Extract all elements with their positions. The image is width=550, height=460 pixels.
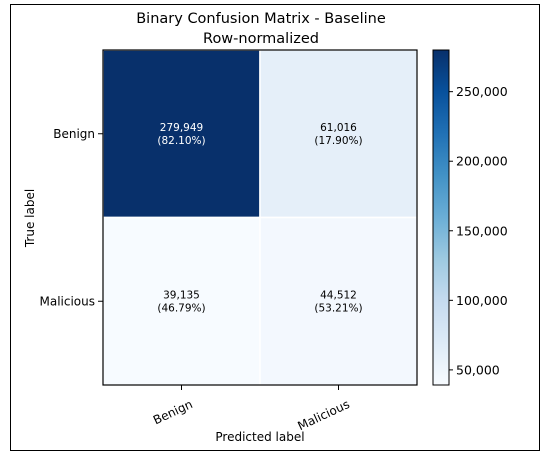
heatmap-cell — [102, 49, 261, 219]
chart-subtitle: Row-normalized — [203, 31, 319, 47]
cell-percent-label: (82.10%) — [157, 135, 205, 147]
colorbar-tick-label: 250,000 — [456, 84, 508, 99]
cell-count-label: 39,135 — [163, 289, 200, 301]
cell-percent-label: (53.21%) — [314, 302, 362, 314]
x-tick-label: Malicious — [296, 397, 352, 433]
colorbar-tick-label: 50,000 — [456, 362, 500, 377]
heatmap-cell — [259, 216, 418, 386]
matrix-cells: 279,949(82.10%) 61,016(17.90%) 39,135(46.7… — [102, 49, 418, 386]
cell-count-label: 279,949 — [160, 122, 203, 134]
cell-count-label: 44,512 — [320, 289, 357, 301]
y-tick-label: Benign — [53, 127, 95, 141]
x-axis-label: Predicted label — [215, 430, 304, 444]
y-axis-ticks: Benign Malicious — [39, 127, 103, 308]
heatmap-cell — [102, 216, 261, 386]
cell-percent-label: (17.90%) — [314, 135, 362, 147]
matrix-border — [102, 49, 418, 386]
cell-percent-label: (46.79%) — [157, 302, 205, 314]
cell-count-label: 61,016 — [320, 122, 357, 134]
colorbar — [433, 50, 449, 385]
y-tick-label: Malicious — [39, 294, 95, 308]
colorbar-tick-label: 200,000 — [456, 154, 508, 169]
x-tick-label: Benign — [151, 397, 195, 427]
heatmap-cell — [259, 49, 418, 219]
x-axis-ticks: Benign Malicious — [151, 385, 352, 433]
chart-title: Binary Confusion Matrix - Baseline — [136, 11, 386, 27]
colorbar-tick-label: 100,000 — [456, 293, 508, 308]
colorbar-ticks: 50,000 100,000 150,000 200,000 250,000 — [449, 84, 508, 377]
y-axis-label: True label — [23, 189, 37, 248]
figure-frame — [10, 4, 540, 451]
colorbar-border — [432, 49, 450, 386]
colorbar-tick-label: 150,000 — [456, 223, 508, 238]
